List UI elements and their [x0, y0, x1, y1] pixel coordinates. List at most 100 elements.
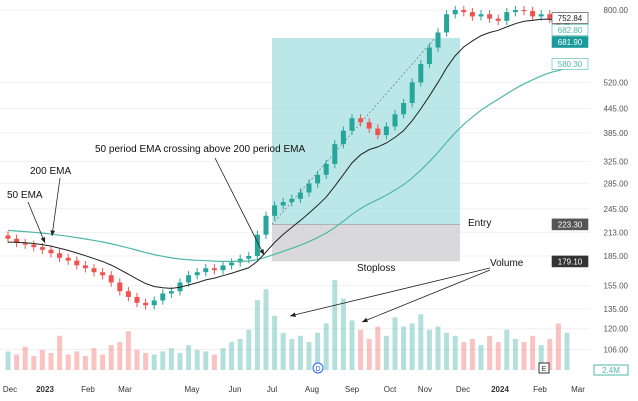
- candle-body: [349, 118, 355, 131]
- volume-bar: [31, 356, 37, 370]
- candle-body: [91, 268, 97, 273]
- arrow-head: [362, 317, 368, 323]
- candle: [375, 124, 381, 140]
- candle-body: [203, 268, 209, 273]
- candle-body: [211, 268, 217, 271]
- ema200-line: [7, 67, 568, 263]
- y-tick-label: 800.00: [604, 6, 629, 15]
- ema50-annotation: 50 EMA: [7, 190, 43, 201]
- volume-bar: [383, 335, 389, 370]
- volume-bar: [160, 351, 166, 370]
- candle-body: [521, 10, 527, 12]
- candle-body: [39, 247, 45, 250]
- y-tick-label: 120.00: [604, 325, 629, 334]
- price-label-box: [551, 12, 589, 24]
- volume-bar: [246, 329, 252, 370]
- price-label-box: [551, 24, 589, 36]
- candle-body: [263, 215, 269, 235]
- volume-bar: [91, 348, 97, 370]
- candle: [31, 240, 37, 252]
- candle-body: [547, 14, 553, 19]
- volume-bar: [229, 342, 235, 370]
- candle: [521, 5, 527, 16]
- volume-bar: [151, 354, 157, 370]
- candle: [495, 14, 501, 26]
- candle-body: [504, 12, 510, 21]
- candle-body: [401, 102, 407, 115]
- volume-label-box: [593, 364, 629, 376]
- candle: [401, 98, 407, 119]
- dividend-marker: D: [312, 362, 324, 374]
- candle-body: [280, 202, 286, 206]
- candle-body: [392, 114, 398, 127]
- volume-label-text: 2.4M: [602, 366, 620, 375]
- candle: [461, 5, 467, 17]
- candle-body: [375, 128, 381, 136]
- arrow-head: [40, 237, 46, 243]
- earnings-icon: [538, 362, 550, 374]
- volume-bar: [263, 289, 269, 370]
- candle-body: [246, 255, 252, 259]
- y-tick-label: 106.00: [604, 346, 629, 355]
- x-tick-label: Nov: [418, 385, 432, 394]
- x-tick-label: Oct: [384, 385, 397, 394]
- candle-body: [254, 234, 260, 256]
- price-label-box: [551, 218, 589, 231]
- candle: [186, 271, 192, 287]
- candle: [512, 5, 518, 17]
- volume-bar: [495, 342, 501, 370]
- candle-body: [14, 238, 20, 243]
- candle: [57, 249, 63, 263]
- volume-bar: [461, 342, 467, 370]
- annotation-arrow: [361, 269, 491, 323]
- y-tick-label: 325.00: [604, 157, 629, 166]
- candle: [91, 264, 97, 277]
- candle-body: [538, 14, 544, 17]
- arrow-head: [50, 230, 56, 236]
- candle-body: [160, 293, 166, 301]
- volume-bar: [375, 326, 381, 370]
- volume-bar: [452, 335, 458, 370]
- candle: [349, 114, 355, 135]
- candle-body: [358, 118, 364, 123]
- candle: [14, 234, 20, 248]
- candle-body: [57, 253, 63, 258]
- volume-bar: [134, 349, 140, 370]
- candle: [211, 264, 217, 275]
- candle-body: [272, 205, 278, 216]
- annotation-arrow: [27, 201, 46, 244]
- volume-bar: [435, 326, 441, 370]
- volume-bar: [555, 323, 561, 370]
- candle: [426, 43, 432, 69]
- volume-bar: [22, 346, 28, 370]
- candle: [82, 261, 88, 273]
- stoploss-zone: [272, 224, 460, 262]
- x-tick-label: Mar: [118, 385, 132, 394]
- volume-bar: [5, 351, 11, 370]
- volume-bar: [211, 354, 217, 370]
- candle: [117, 278, 123, 296]
- candle-body: [366, 122, 372, 129]
- volume-bar: [143, 352, 149, 370]
- volume-bar: [117, 342, 123, 370]
- price-label: 580.30: [551, 58, 589, 70]
- x-tick-label: Jul: [267, 385, 277, 394]
- candle: [203, 264, 209, 277]
- volume-label: 2.4M: [593, 364, 629, 376]
- candle: [315, 170, 321, 188]
- candle: [444, 10, 450, 37]
- x-tick-label: 2024: [491, 385, 509, 394]
- candle-body: [306, 183, 312, 193]
- profit-zone: [272, 38, 460, 225]
- volume-bar: [512, 338, 518, 370]
- candle-body: [530, 11, 536, 17]
- candle: [272, 201, 278, 221]
- candle: [504, 7, 510, 26]
- ema50-line: [7, 18, 568, 289]
- volume-bar: [57, 335, 63, 370]
- candle: [160, 289, 166, 305]
- x-tick-label: Aug: [305, 385, 319, 394]
- volume-bar: [82, 356, 88, 370]
